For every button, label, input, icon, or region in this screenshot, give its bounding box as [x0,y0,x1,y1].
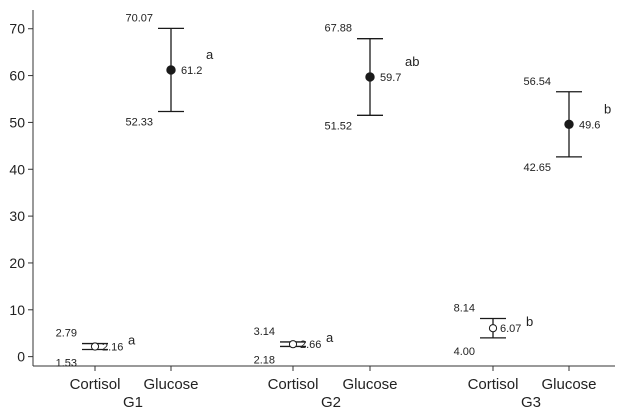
lower-value-label: 1.53 [56,357,77,369]
group-label: G3 [521,394,541,410]
upper-value-label: 3.14 [254,326,275,338]
x-tick-label: Glucose [143,376,198,393]
upper-value-label: 70.07 [125,12,153,24]
x-tick-label: Cortisol [268,376,319,393]
upper-value-label: 67.88 [324,23,352,35]
mean-value-label: 2.66 [300,339,321,351]
upper-value-label: 56.54 [523,76,551,88]
x-tick-label: Glucose [541,376,596,393]
lower-value-label: 51.52 [324,120,352,132]
y-tick-label: 10 [9,302,25,318]
significance-letter: ab [405,54,419,69]
significance-letter: b [526,314,533,329]
mean-value-label: 49.6 [579,119,600,131]
chart-marks: 2.79 1.53 2.16 a 70.07 52.33 61.2 a 3.14 2.18 2.66… [56,12,612,369]
mean-point [90,342,100,351]
y-tick-label: 50 [9,114,25,130]
y-tick-label: 40 [9,161,25,177]
significance-letter: a [326,330,334,345]
mean-point [564,119,574,129]
significance-letter: a [128,333,136,348]
lower-value-label: 42.65 [523,162,551,174]
y-tick-label: 20 [9,255,25,271]
lower-value-label: 4.00 [454,346,475,358]
significance-letter: b [604,101,611,116]
x-tick-label: Cortisol [468,376,519,393]
group-label: G1 [123,394,143,410]
y-tick-label: 30 [9,208,25,224]
group-label: G2 [321,394,341,410]
mean-value-label: 61.2 [181,65,202,77]
mean-point [166,65,176,75]
y-tick-label: 60 [9,68,25,84]
mean-value-label: 59.7 [380,72,401,84]
significance-letter: a [206,47,214,62]
mean-point [488,324,498,333]
x-tick-label: Cortisol [70,376,121,393]
lower-value-label: 52.33 [125,117,153,129]
y-tick-label: 70 [9,21,25,37]
upper-value-label: 2.79 [56,328,77,340]
mean-point [365,72,375,82]
mean-value-label: 2.16 [102,342,123,354]
x-tick-label: Glucose [342,376,397,393]
mean-point [288,340,298,349]
upper-value-label: 8.14 [454,303,475,315]
lower-value-label: 2.18 [254,354,275,366]
y-tick-label: 0 [17,349,25,365]
mean-value-label: 6.07 [500,323,521,335]
